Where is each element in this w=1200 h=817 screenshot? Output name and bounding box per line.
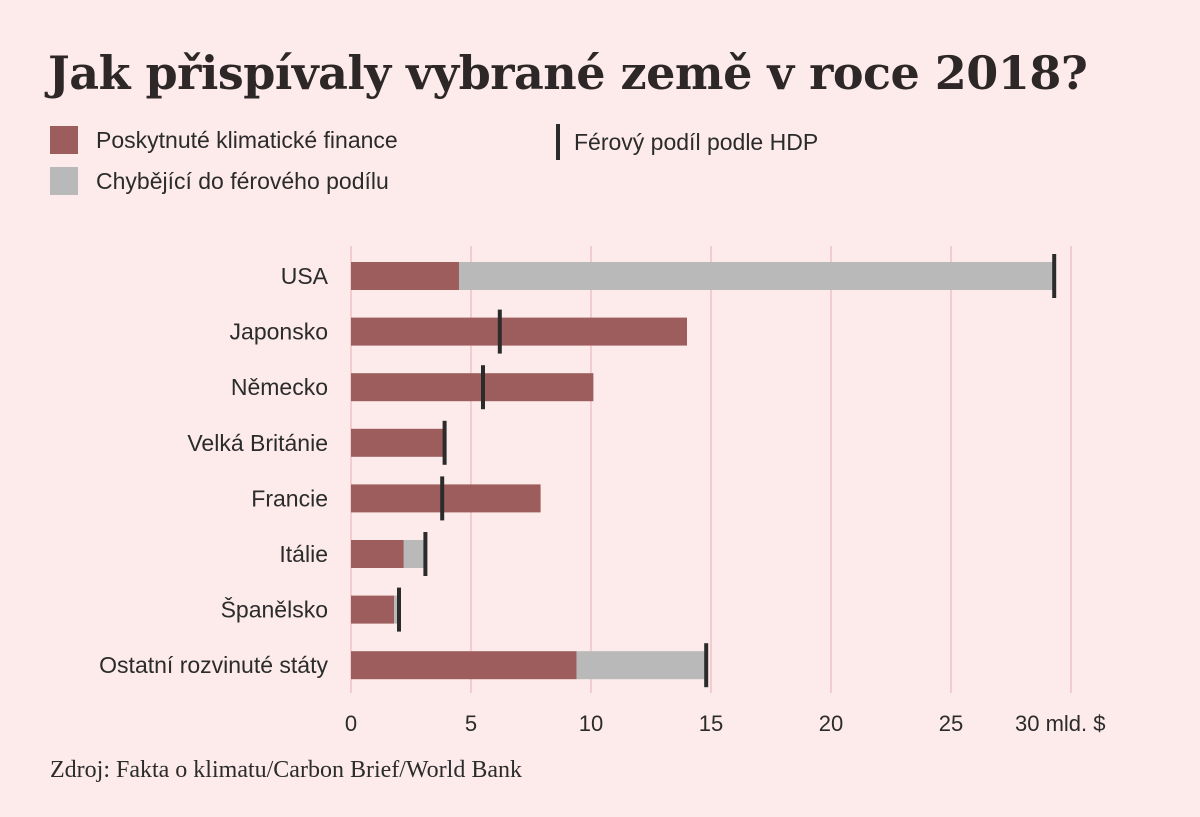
bar-missing: [403, 540, 426, 568]
bar-missing: [394, 595, 399, 624]
x-tick-label: 30 mld. $: [1015, 711, 1106, 736]
category-label: Španělsko: [221, 596, 328, 623]
bar-provided: [351, 651, 577, 680]
x-tick-label: 15: [699, 711, 723, 736]
category-label: Ostatní rozvinuté státy: [99, 652, 328, 678]
category-label: USA: [281, 263, 329, 289]
legend-missing-label: Chybějící do férového podílu: [96, 167, 389, 194]
x-tick-label: 5: [465, 711, 477, 736]
bar-provided: [351, 373, 594, 402]
fair-share-marker: [397, 587, 401, 632]
fair-share-marker: [497, 309, 502, 354]
fair-share-marker: [423, 532, 428, 576]
legend-fair-share: Férový podíl podle HDP: [556, 124, 818, 160]
bar-provided: [351, 428, 445, 457]
category-label: Francie: [251, 485, 328, 511]
legend-provided-label: Poskytnuté klimatické finance: [96, 126, 398, 153]
x-tick-label: 20: [819, 711, 843, 736]
bar-missing: [576, 651, 707, 680]
bar-provided: [351, 262, 459, 290]
category-label: Německo: [231, 374, 328, 400]
fair-share-marker: [1052, 254, 1057, 298]
category-label: Velká Británie: [187, 430, 328, 456]
bar-provided: [351, 317, 687, 346]
bar-provided: [351, 484, 541, 513]
bar-provided: [351, 540, 404, 568]
fair-share-marker: [481, 365, 485, 410]
x-tick-label: 25: [939, 711, 963, 736]
category-label: Japonsko: [230, 319, 328, 345]
legend-provided-swatch: [50, 126, 78, 154]
bar-missing: [459, 262, 1055, 290]
legend-provided: Poskytnuté klimatické finance: [50, 126, 398, 154]
fair-share-marker: [442, 420, 447, 465]
legend-missing-swatch: [50, 167, 78, 195]
fair-share-marker: [704, 643, 709, 688]
legend-fair-share-tick: [556, 124, 560, 160]
page-title: Jak přispívaly vybrané země v roce 2018?: [48, 46, 1088, 100]
legend-missing: Chybějící do férového podílu: [50, 167, 389, 195]
source-note: Zdroj: Fakta o klimatu/Carbon Brief/Worl…: [50, 757, 522, 783]
bar-provided: [351, 595, 395, 624]
category-label: Itálie: [279, 541, 328, 567]
fair-share-marker: [440, 476, 445, 521]
x-tick-label: 0: [345, 711, 357, 736]
legend-fair-share-label: Férový podíl podle HDP: [574, 128, 819, 155]
x-tick-label: 10: [579, 711, 603, 736]
